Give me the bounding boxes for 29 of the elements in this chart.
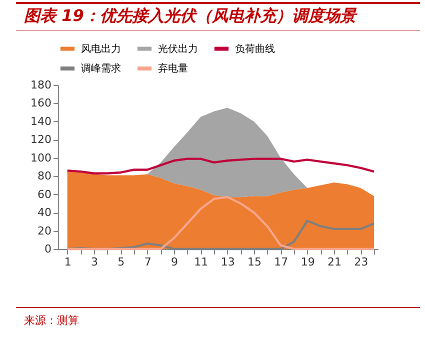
x-tick-label: 17 — [274, 256, 288, 268]
y-tick-label: 160 — [30, 96, 52, 110]
chart-title: 图表 19：优先接入光伏（风电补充）调度场景 — [24, 6, 356, 27]
x-tick-label: 11 — [194, 256, 208, 268]
x-tick-label: 23 — [354, 256, 368, 268]
legend-label: 风电出力 — [81, 42, 121, 55]
y-tick-label: 100 — [30, 151, 52, 164]
y-tick-label: 40 — [38, 206, 52, 220]
y-tick-label: 60 — [38, 188, 52, 201]
x-tick-label: 5 — [118, 256, 125, 268]
x-tick-label: 9 — [171, 256, 178, 268]
y-tick-label: 120 — [30, 133, 52, 146]
x-tick-label: 21 — [328, 256, 342, 268]
x-tick-label: 7 — [144, 256, 152, 268]
y-tick-label: 180 — [30, 78, 52, 92]
x-tick-label: 3 — [91, 256, 98, 268]
legend-label: 光伏出力 — [158, 42, 198, 55]
source-note: 来源：测算 — [24, 313, 79, 328]
y-tick-label: 0 — [44, 242, 52, 256]
x-tick-label: 19 — [300, 256, 315, 268]
legend-label: 调峰需求 — [81, 62, 121, 74]
x-tick-label: 1 — [64, 256, 72, 268]
x-tick-label: 13 — [220, 256, 235, 268]
x-tick-label: 15 — [248, 256, 262, 268]
y-tick-label: 140 — [30, 114, 52, 128]
y-tick-label: 20 — [38, 224, 52, 238]
y-tick-label: 80 — [38, 170, 52, 183]
legend-label: 负荷曲线 — [235, 42, 275, 55]
legend-label: 弃电量 — [158, 62, 188, 74]
